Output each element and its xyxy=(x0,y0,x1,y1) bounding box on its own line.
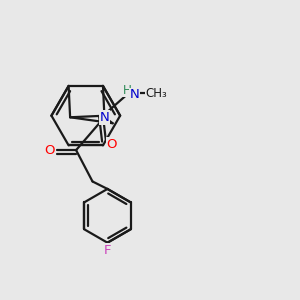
Text: H: H xyxy=(122,84,131,97)
Text: F: F xyxy=(104,244,111,257)
Text: O: O xyxy=(107,138,117,151)
Text: N: N xyxy=(100,111,109,124)
Text: N: N xyxy=(129,88,139,101)
Text: O: O xyxy=(44,144,55,157)
Text: CH₃: CH₃ xyxy=(146,87,168,100)
